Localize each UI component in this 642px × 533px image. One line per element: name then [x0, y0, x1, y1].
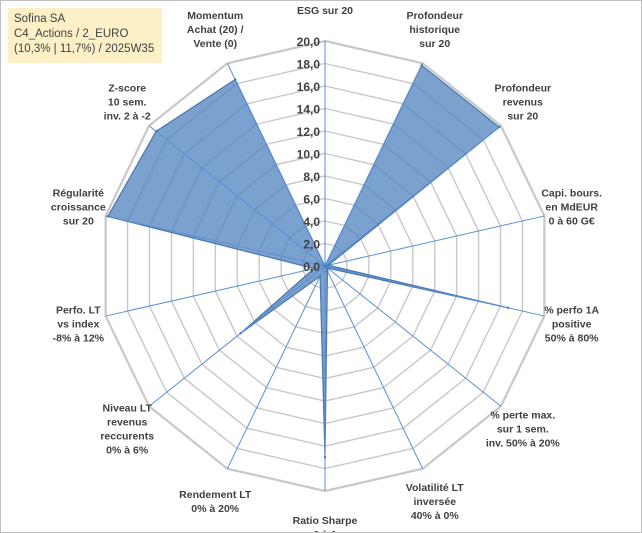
axis-label: % perfo 1A positive 50% à 80%: [544, 304, 599, 344]
axis-label: Volatilité LT inversée 40% à 0%: [406, 482, 465, 522]
data-point: [323, 264, 327, 268]
axis-spoke: [324, 63, 424, 267]
data-point: [326, 266, 329, 270]
axis-label: NoteESG sur 20: [297, 1, 353, 17]
axis-spoke: [148, 265, 326, 407]
axis-spoke: [226, 63, 326, 267]
axis-label: Z-score 10 sem. inv. 2 à -2: [104, 83, 151, 123]
axis-spoke: [105, 265, 326, 317]
axis-label: % perte max. sur 1 sem. inv. 50% à 20%: [486, 409, 561, 449]
data-point: [323, 456, 327, 459]
axis-label: Perfo. LT vs index -8% à 12%: [53, 304, 105, 344]
axis-label: Momentum Achat (20) / Vente (0): [187, 10, 244, 50]
data-point: [420, 64, 423, 67]
data-point: [239, 332, 242, 335]
axis-label: Ratio Sharpe0 à 1: [293, 515, 358, 532]
axis-label: Niveau LT revenus reccurents 0% à 6%: [100, 402, 154, 456]
data-point: [327, 264, 330, 267]
data-point: [506, 306, 510, 310]
data-point: [233, 78, 237, 81]
company-name: Sofina SA: [14, 13, 66, 25]
axis-label: Profondeur revenus sur 20: [495, 83, 552, 123]
axis-spoke: [226, 265, 326, 469]
tick-label: 0,0: [303, 260, 320, 274]
data-point: [497, 125, 501, 129]
tick-label: 4,0: [303, 215, 320, 229]
stats-label: (10,3% | 11,7%) / 2025W35: [14, 43, 155, 55]
category-label: C4_Actions / 2_EURO: [14, 28, 129, 40]
tick-label: 2,0: [303, 238, 320, 252]
axis-spoke: [148, 125, 326, 267]
info-box: Sofina SA C4_Actions / 2_EURO (10,3% | 1…: [8, 8, 162, 63]
tick-label: 12,0: [297, 125, 321, 139]
data-point: [154, 130, 158, 133]
axis-spoke: [324, 215, 545, 267]
data-point: [326, 269, 329, 273]
axis-spoke: [105, 215, 326, 267]
axis-spoke: [324, 265, 424, 469]
axis-label: Profondeur historique sur 20: [406, 10, 463, 50]
tick-label: 20,0: [297, 35, 321, 49]
axis-label: Régularité croissance sur 20: [51, 188, 106, 228]
axis-label: Capi. bours. en MdEUR 0 à 60 G€: [541, 188, 602, 228]
axis-spoke: [324, 265, 502, 407]
tick-label: 8,0: [303, 170, 320, 184]
tick-label: 6,0: [303, 193, 320, 207]
tick-label: 14,0: [297, 103, 321, 117]
axis-label: Rendement LT 0% à 20%: [179, 489, 252, 515]
data-point: [312, 267, 316, 270]
tick-label: 16,0: [297, 80, 321, 94]
data-point: [106, 215, 110, 218]
axis-spoke: [324, 125, 502, 267]
data-point: [318, 274, 322, 278]
tick-label: 18,0: [297, 58, 321, 72]
tick-label: 10,0: [297, 148, 321, 162]
